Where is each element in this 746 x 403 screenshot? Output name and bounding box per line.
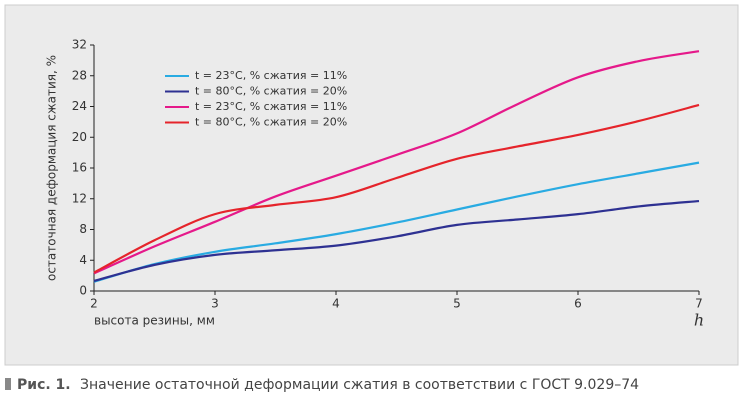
legend-label: t = 80°C, % сжатия = 20% [195, 116, 347, 129]
y-tick-label: 0 [79, 284, 87, 298]
x-tick-label: 2 [90, 297, 98, 311]
line [93, 50, 700, 275]
x-tick-label: 6 [574, 297, 582, 311]
caption-marker [5, 378, 11, 390]
y-axis-label: остаточная деформация сжатия, % [45, 55, 59, 281]
y-tick-label: 20 [72, 130, 87, 144]
x-tick-label: 3 [211, 297, 219, 311]
legend-label: t = 80°C, % сжатия = 20% [195, 85, 347, 98]
y-tick-label: 28 [72, 68, 87, 82]
y-tick-label: 24 [72, 99, 87, 113]
x-axis-label: высота резины, мм [94, 314, 215, 328]
x-tick-label: 5 [453, 297, 461, 311]
x-tick-label: 4 [332, 297, 340, 311]
caption: Значение остаточной деформации сжатия в … [80, 377, 639, 393]
caption-label: Рис. 1. [17, 377, 71, 393]
y-tick-label: 12 [72, 191, 87, 205]
line [93, 161, 700, 283]
y-tick-label: 8 [79, 222, 87, 236]
panel [4, 4, 739, 366]
x-axis-symbol: h [694, 311, 704, 330]
y-tick-label: 32 [72, 38, 87, 52]
line [93, 199, 700, 283]
line [93, 103, 700, 274]
y-tick-label: 16 [72, 161, 87, 175]
legend-label: t = 23°C, % сжатия = 11% [195, 100, 347, 113]
legend-label: t = 23°C, % сжатия = 11% [195, 69, 347, 82]
x-tick-label: 7 [695, 297, 703, 311]
y-tick-label: 4 [79, 253, 87, 267]
